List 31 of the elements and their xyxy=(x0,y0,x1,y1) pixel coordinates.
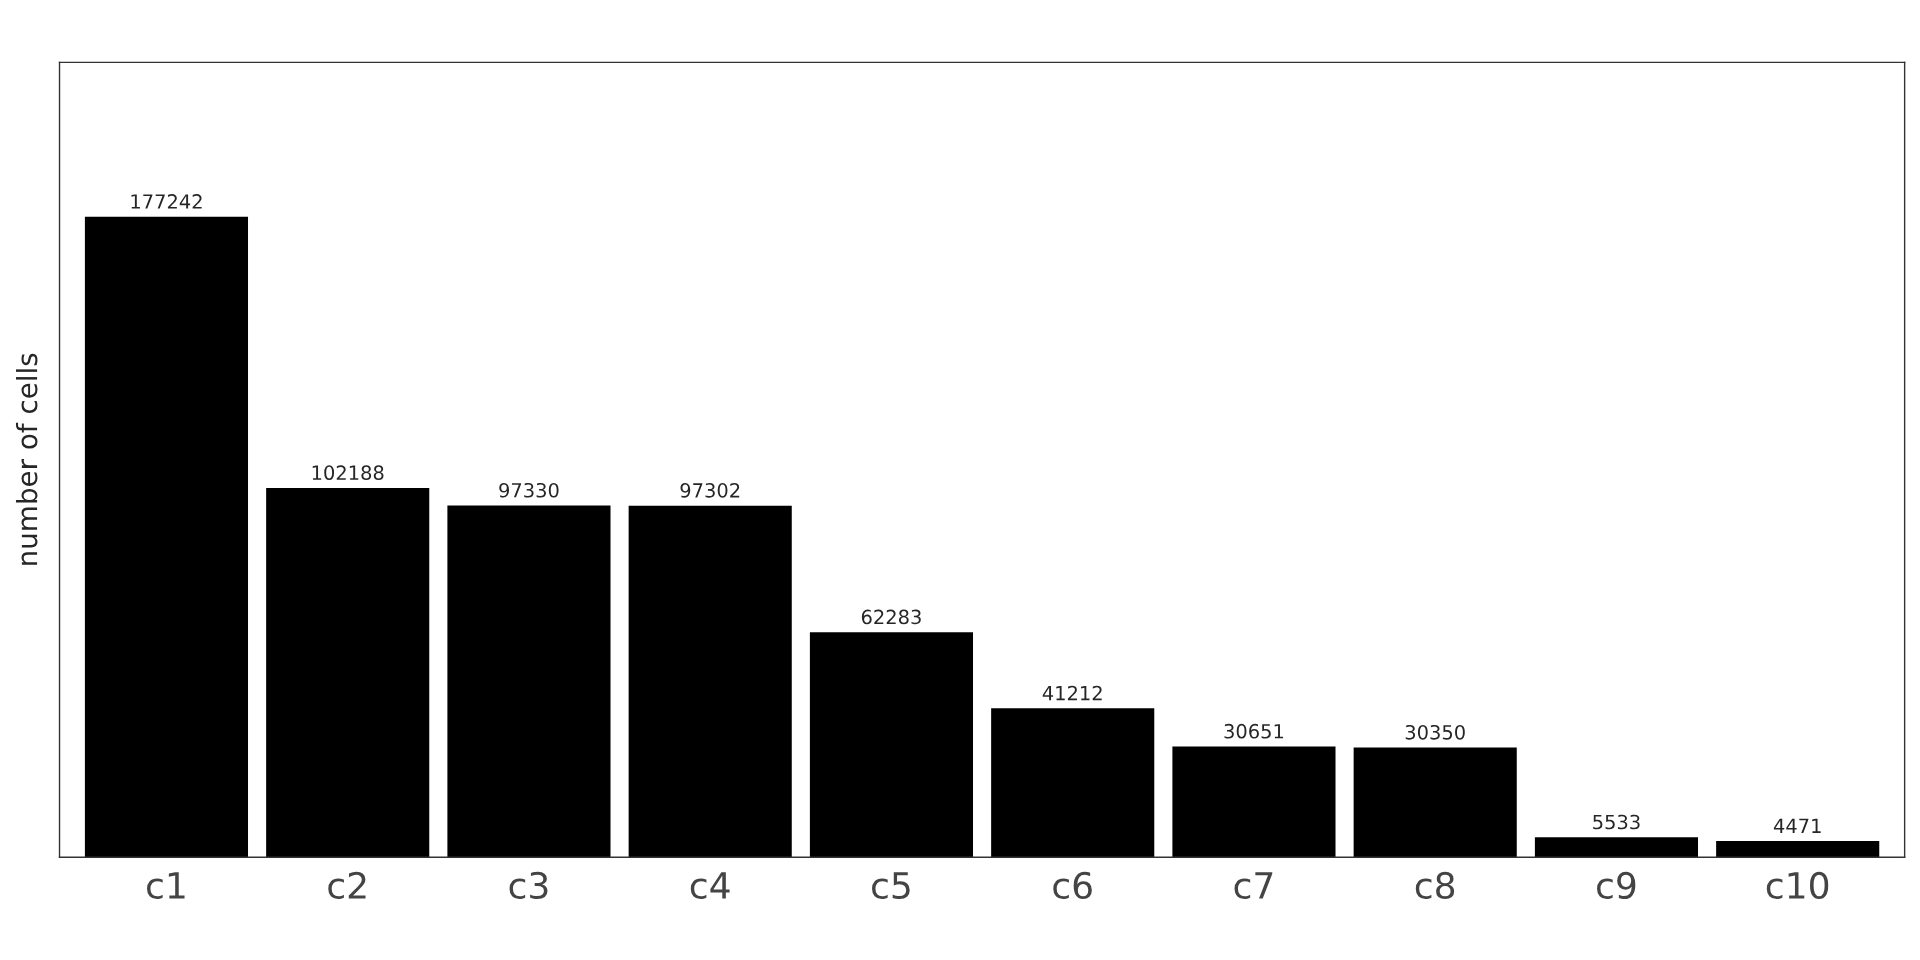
x-tick-label: c4 xyxy=(690,872,730,900)
bar xyxy=(84,216,249,858)
data-label: 97330 xyxy=(499,482,559,498)
x-tick-label: c3 xyxy=(509,871,548,900)
data-label: 97302 xyxy=(680,483,740,498)
x-tick-label: c2 xyxy=(328,871,366,900)
x-tick-label: c7 xyxy=(1234,872,1273,900)
x-tick-label: c8 xyxy=(1415,871,1455,900)
data-label: 30350 xyxy=(1405,724,1465,740)
x-tick-label: c5 xyxy=(872,872,910,900)
y-axis-title: number of cells xyxy=(15,353,38,565)
data-label: 4471 xyxy=(1773,818,1821,833)
data-label: 102188 xyxy=(312,465,384,481)
bar xyxy=(1534,837,1699,858)
x-tick-label: c1 xyxy=(147,872,185,900)
data-label: 5533 xyxy=(1593,814,1640,830)
data-label: 177242 xyxy=(131,194,202,209)
x-tick-label: c6 xyxy=(1053,871,1092,900)
bar xyxy=(628,505,792,858)
data-label: 62283 xyxy=(861,609,921,625)
x-tick-label: c10 xyxy=(1766,871,1829,900)
bar xyxy=(1353,747,1517,858)
data-label: 41212 xyxy=(1042,685,1102,701)
bar xyxy=(809,632,974,858)
bar xyxy=(266,487,430,858)
bar xyxy=(1172,746,1336,858)
bar xyxy=(1716,841,1880,858)
x-tick-label: c9 xyxy=(1597,871,1636,900)
data-label: 30651 xyxy=(1224,723,1284,739)
bar xyxy=(991,708,1155,858)
bar xyxy=(447,505,611,858)
